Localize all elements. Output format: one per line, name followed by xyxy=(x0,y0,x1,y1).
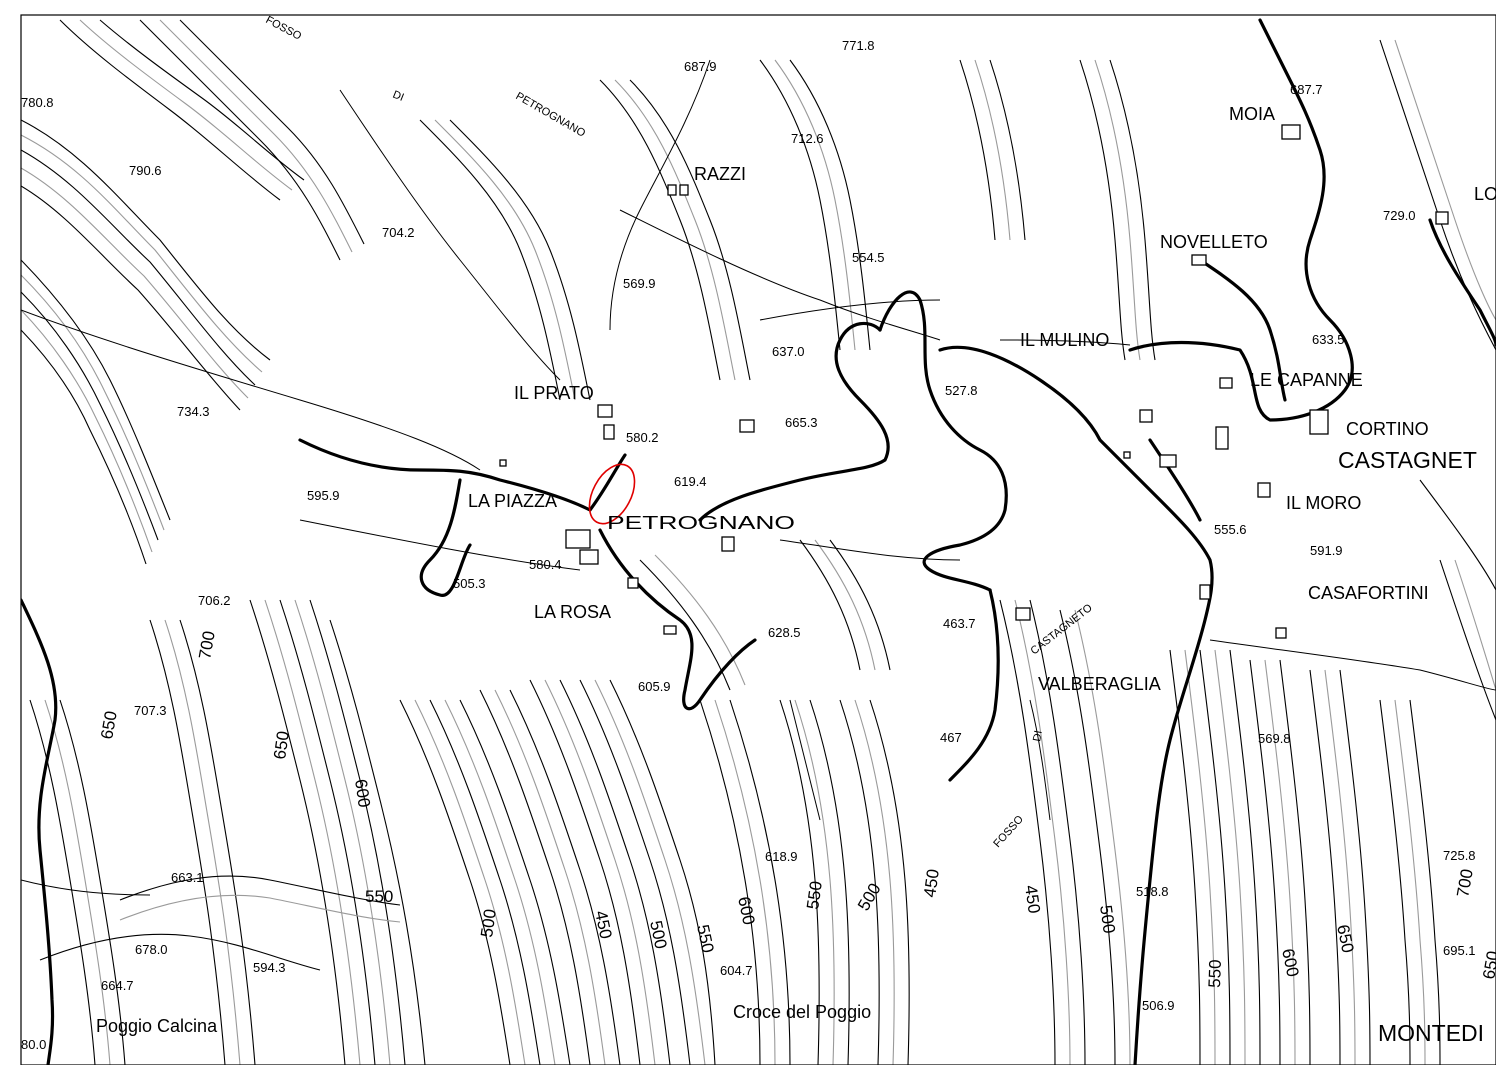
spot-height: 595.9 xyxy=(307,488,340,503)
place-il-moro: IL MORO xyxy=(1286,493,1361,513)
spot-height: 734.3 xyxy=(177,404,210,419)
place-novelleto: NOVELLETO xyxy=(1160,232,1268,252)
map-frame xyxy=(20,14,1496,1065)
contour-label: 550 xyxy=(803,880,826,911)
spot-height: 771.8 xyxy=(842,38,875,53)
highlight-marker xyxy=(588,463,636,525)
place-croce-del-poggio: Croce del Poggio xyxy=(733,1002,871,1022)
contour-label: 600 xyxy=(734,895,758,927)
contour-label: 550 xyxy=(1205,959,1225,988)
waterway-di: DI xyxy=(391,89,406,104)
waterway-petrognano: PETROGNANO xyxy=(514,90,588,140)
spot-height: 554.5 xyxy=(852,250,885,265)
contour-label: 600 xyxy=(351,778,374,809)
spot-height: 604.7 xyxy=(720,963,753,978)
spot-height: 707.3 xyxy=(134,703,167,718)
contour-label: 450 xyxy=(591,909,615,941)
place-montedi: MONTEDI xyxy=(1378,1020,1484,1046)
spot-height: 580.4 xyxy=(529,557,562,572)
contours-east xyxy=(959,39,1496,1065)
spot-height: 780.8 xyxy=(21,95,54,110)
spot-height: 664.7 xyxy=(101,978,134,993)
spot-height: 591.9 xyxy=(1310,543,1343,558)
spot-height: 628.5 xyxy=(768,625,801,640)
spot-height: 687.9 xyxy=(684,59,717,74)
place-razzi: RAZZI xyxy=(694,164,746,184)
spot-height: 594.3 xyxy=(253,960,286,975)
spot-height: 618.9 xyxy=(765,849,798,864)
contour-labels: 700 650 650 600 550 500 450 500 550 600 … xyxy=(97,629,1496,988)
place-moia: MOIA xyxy=(1229,104,1275,124)
spot-height: 467 xyxy=(940,730,962,745)
contour-label: 450 xyxy=(920,868,943,899)
contour-label: 500 xyxy=(646,919,670,951)
spot-height: 695.1 xyxy=(1443,943,1476,958)
contour-label: 600 xyxy=(1278,947,1302,979)
contour-label: 500 xyxy=(1096,904,1119,935)
spot-height: 518.8 xyxy=(1136,884,1169,899)
waterway-di-2: DI xyxy=(1031,730,1045,743)
buildings xyxy=(499,124,1449,639)
place-labels: PETROGNANO LA PIAZZA IL PRATO LA ROSA RA… xyxy=(96,104,1496,1046)
spot-height: 790.6 xyxy=(129,163,162,178)
spot-height: 527.8 xyxy=(945,383,978,398)
contour-label: 550 xyxy=(365,887,393,906)
spot-height: 463.7 xyxy=(943,616,976,631)
place-castagneto: CASTAGNET xyxy=(1338,447,1477,473)
spot-heights: 780.8 790.6 704.2 687.9 771.8 712.6 569.… xyxy=(21,38,1476,1052)
contour-label: 500 xyxy=(477,908,500,939)
place-il-mulino: IL MULINO xyxy=(1020,330,1109,350)
spot-height: 663.1 xyxy=(171,870,204,885)
place-la-piazza: LA PIAZZA xyxy=(468,491,557,511)
waterway-castagneto: CASTAGNETO xyxy=(1028,602,1095,658)
spot-height: 712.6 xyxy=(791,131,824,146)
spot-height: 505.3 xyxy=(453,576,486,591)
spot-height: 687.7 xyxy=(1290,82,1323,97)
spot-height: 665.3 xyxy=(785,415,818,430)
contour-label: 650 xyxy=(97,709,121,740)
place-poggio-calcina: Poggio Calcina xyxy=(96,1016,218,1036)
contours-central xyxy=(399,59,910,1065)
contour-label: 650 xyxy=(1479,949,1496,980)
spot-height: 619.4 xyxy=(674,474,707,489)
spot-height: 80.0 xyxy=(21,1037,46,1052)
spot-height: 704.2 xyxy=(382,225,415,240)
contour-label: 650 xyxy=(270,730,293,761)
spot-height: 678.0 xyxy=(135,942,168,957)
contour-label: 700 xyxy=(1453,867,1477,898)
spot-height: 605.9 xyxy=(638,679,671,694)
contours-west xyxy=(21,19,426,1065)
contour-label: 550 xyxy=(693,923,717,955)
waterway-fosso: FOSSO xyxy=(264,14,304,43)
place-casafortini: CASAFORTINI xyxy=(1308,583,1429,603)
spot-height: 633.5 xyxy=(1312,332,1345,347)
place-il-prato: IL PRATO xyxy=(514,383,594,403)
spot-height: 555.6 xyxy=(1214,522,1247,537)
spot-height: 725.8 xyxy=(1443,848,1476,863)
spot-height: 729.0 xyxy=(1383,208,1416,223)
spot-height: 506.9 xyxy=(1142,998,1175,1013)
waterway-labels: FOSSO DI PETROGNANO CASTAGNETO DI FOSSO xyxy=(264,14,1096,850)
spot-height: 580.2 xyxy=(626,430,659,445)
spot-height: 569.8 xyxy=(1258,731,1291,746)
place-le-capanne: LE CAPANNE xyxy=(1250,370,1363,390)
waterway-fosso-2: FOSSO xyxy=(991,813,1026,850)
place-lo: LO xyxy=(1474,184,1496,204)
lines xyxy=(21,59,1496,896)
spot-height: 569.9 xyxy=(623,276,656,291)
place-valberaglia: VALBERAGLIA xyxy=(1038,674,1161,694)
place-petrognano: PETROGNANO xyxy=(607,513,795,533)
place-cortino: CORTINO xyxy=(1346,419,1429,439)
contour-label: 450 xyxy=(1021,884,1044,915)
roads xyxy=(21,18,1496,1065)
spot-height: 637.0 xyxy=(772,344,805,359)
contour-label: 700 xyxy=(195,629,219,660)
contour-label: 500 xyxy=(854,880,885,914)
spot-height: 706.2 xyxy=(198,593,231,608)
place-la-rosa: LA ROSA xyxy=(534,602,611,622)
